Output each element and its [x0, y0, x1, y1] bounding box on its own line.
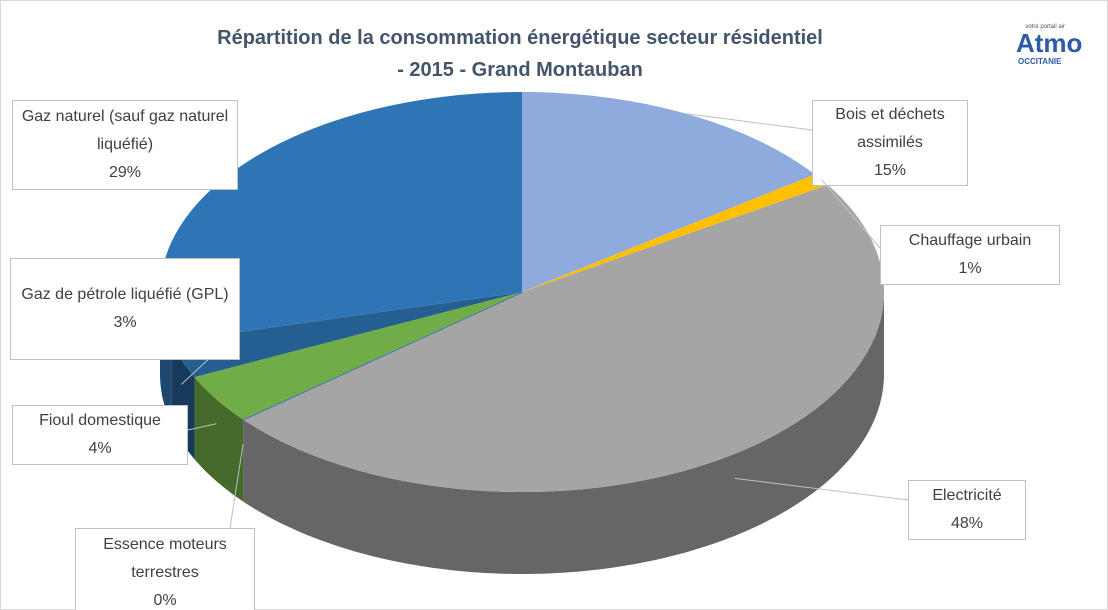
category-label: Fioul domestique — [39, 412, 161, 429]
category-label: Bois et déchets assimilés — [835, 106, 945, 151]
data-label: Essence moteurs terrestres 0% — [75, 528, 255, 610]
label-box: Fioul domestique 4% — [12, 405, 188, 465]
label-box: Gaz de pétrole liquéfié (GPL) 3% — [10, 258, 240, 360]
category-label: Gaz de pétrole liquéfié (GPL) — [21, 286, 229, 303]
category-label: Gaz naturel (sauf gaz naturel liquéfié) — [21, 108, 229, 153]
value-label: 48% — [950, 515, 984, 532]
slice-side — [243, 292, 884, 574]
category-label: Electricité — [932, 487, 1002, 504]
leader-line — [686, 113, 813, 131]
value-label: 4% — [88, 440, 112, 457]
data-label: Electricité 48% — [908, 480, 1026, 540]
label-box: Gaz naturel (sauf gaz naturel liquéfié) 2… — [12, 100, 238, 190]
logo-name: Atmo — [1016, 28, 1082, 58]
chart-title: - 2015 - Grand Montauban — [397, 59, 643, 81]
pie-slice — [522, 92, 815, 292]
label-box: Chauffage urbain 1% — [880, 225, 1060, 285]
pie-slice — [243, 184, 884, 492]
value-label: 15% — [873, 162, 907, 179]
category-label: Essence moteurs terrestres — [103, 536, 227, 581]
chart-title: Répartition de la consommation énergétiq… — [217, 27, 823, 49]
slice-side — [194, 377, 244, 502]
data-label: Gaz de pétrole liquéfié (GPL) 3% — [10, 258, 240, 360]
leader-line — [229, 444, 244, 529]
value-label: 29% — [108, 164, 142, 181]
label-box: Electricité 48% — [908, 480, 1026, 540]
leader-line — [734, 477, 909, 501]
value-label: 0% — [153, 592, 177, 609]
pie-slice — [160, 92, 523, 342]
value-label: 1% — [958, 260, 982, 277]
logo-tagline: votre portail air — [1025, 24, 1065, 30]
pie-slice — [171, 292, 522, 378]
leader-line — [187, 423, 217, 431]
category-label: Chauffage urbain — [908, 232, 1032, 249]
data-label: Chauffage urbain 1% — [880, 225, 1060, 285]
label-box: Bois et déchets assimilés 15% — [812, 100, 968, 186]
data-label: Bois et déchets assimilés 15% — [812, 100, 968, 186]
value-label: 3% — [113, 314, 137, 331]
data-label: Gaz naturel (sauf gaz naturel liquéfié) 2… — [12, 100, 238, 190]
logo-region: OCCITANIE — [1018, 57, 1062, 66]
logo: votre portail air Atmo OCCITANIE — [1016, 24, 1082, 66]
data-label: Fioul domestique 4% — [12, 405, 188, 465]
leader-line — [821, 179, 881, 249]
pie-slice — [522, 174, 828, 292]
label-box: Essence moteurs terrestres 0% — [75, 528, 255, 610]
pie-slice — [194, 292, 522, 420]
